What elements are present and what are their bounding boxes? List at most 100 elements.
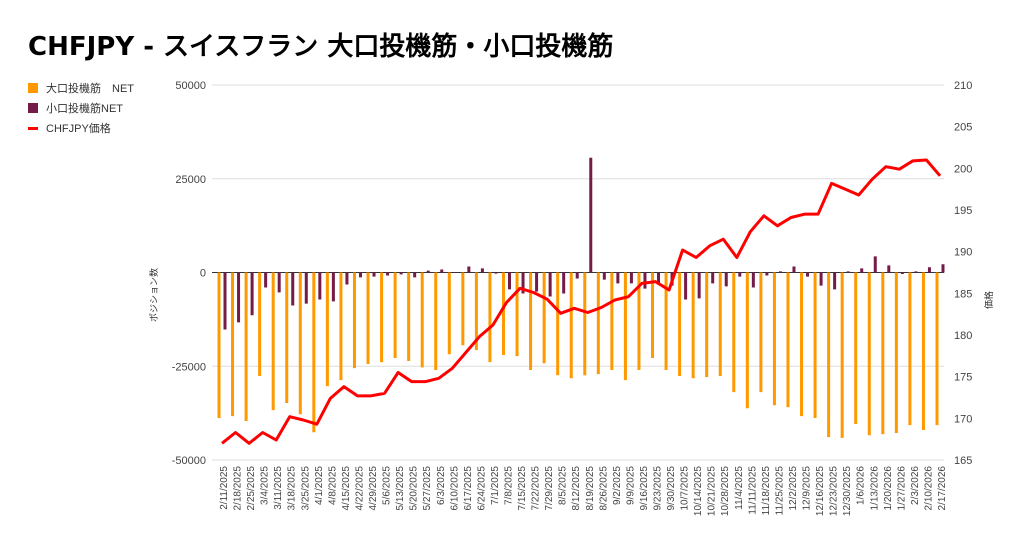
y-left-axis-label: ポジション数: [148, 268, 159, 322]
bar-large: [271, 272, 275, 411]
bar-small: [724, 272, 728, 287]
bar-small: [819, 272, 823, 286]
x-tick-label: 7/15/2025: [517, 466, 528, 511]
bar-large: [691, 272, 695, 379]
y-right-tick-label: 165: [954, 455, 972, 467]
bar-large: [583, 272, 587, 376]
bar-small: [765, 272, 769, 276]
y-left-tick-label: 0: [200, 268, 206, 280]
bar-large: [840, 272, 844, 438]
x-tick-label: 9/9/2025: [625, 466, 636, 505]
y-right-tick-label: 210: [954, 80, 972, 92]
bar-small: [711, 272, 715, 284]
x-tick-label: 3/4/2025: [260, 466, 271, 505]
bar-large: [258, 272, 262, 376]
bar-large: [718, 272, 722, 376]
x-tick-label: 5/13/2025: [395, 466, 406, 511]
bar-small: [589, 157, 593, 273]
bar-small: [372, 272, 376, 277]
x-tick-label: 1/20/2026: [883, 466, 894, 511]
bar-small: [264, 272, 268, 288]
bar-large: [569, 272, 573, 379]
legend: 大口投機筋 NET 小口投機筋NET CHFJPY価格: [28, 78, 134, 138]
bar-small: [548, 272, 552, 297]
x-tick-label: 9/16/2025: [639, 466, 650, 511]
bar-large: [447, 272, 451, 355]
bar-small: [399, 272, 403, 275]
bar-large: [474, 272, 478, 351]
x-tick-label: 1/27/2026: [896, 466, 907, 511]
x-tick-label: 9/23/2025: [653, 466, 664, 511]
x-tick-label: 10/7/2025: [680, 466, 691, 511]
legend-swatch-large: [28, 83, 38, 93]
bar-large: [312, 272, 316, 433]
y-right-axis-label: 価格: [983, 291, 994, 309]
bar-small: [697, 272, 701, 299]
x-tick-label: 12/9/2025: [802, 466, 813, 511]
legend-label-small: 小口投機筋NET: [46, 103, 123, 115]
x-tick-label: 9/30/2025: [666, 466, 677, 511]
bar-small: [887, 265, 891, 273]
y-right-tick-label: 190: [954, 247, 972, 259]
bar-small: [426, 270, 430, 273]
bar-small: [277, 272, 281, 293]
bar-large: [407, 272, 411, 361]
y-left-tick-label: 50000: [175, 80, 206, 92]
bar-small: [237, 272, 241, 323]
x-tick-label: 6/24/2025: [476, 466, 487, 511]
bar-small: [507, 272, 511, 290]
bar-large: [488, 272, 492, 363]
bar-large: [800, 272, 804, 417]
x-tick-label: 7/1/2025: [490, 466, 501, 505]
bar-small: [521, 272, 525, 294]
legend-item-small: 小口投機筋NET: [28, 98, 134, 118]
bar-large: [352, 272, 356, 369]
x-tick-label: 11/18/2025: [761, 466, 772, 516]
bar-large: [325, 272, 329, 387]
y-right-tick-label: 185: [954, 288, 972, 300]
x-tick-label: 1/6/2026: [856, 466, 867, 505]
bar-large: [542, 272, 546, 364]
chart-title: CHFJPY - スイスフラン 大口投機筋・小口投機筋: [28, 32, 614, 62]
bar-small: [535, 272, 539, 292]
bar-small: [453, 272, 457, 273]
bar-small: [806, 272, 810, 277]
bar-large: [366, 272, 370, 364]
bar-large: [908, 272, 912, 426]
bar-large: [244, 272, 248, 421]
bar-small: [684, 272, 688, 300]
bar-small: [873, 256, 877, 273]
bar-large: [705, 272, 709, 378]
bar-small: [318, 272, 322, 300]
x-tick-label: 10/14/2025: [693, 466, 704, 516]
bar-small: [833, 272, 837, 290]
legend-item-price: CHFJPY価格: [28, 118, 134, 138]
x-tick-label: 12/16/2025: [815, 466, 826, 516]
x-tick-label: 8/5/2025: [558, 466, 569, 505]
bar-small: [386, 272, 390, 276]
x-tick-label: 8/12/2025: [571, 466, 582, 511]
y-right-tick-label: 195: [954, 205, 972, 217]
legend-swatch-price: [28, 126, 38, 130]
bar-small: [616, 272, 620, 284]
bar-large: [786, 272, 790, 408]
bar-large: [894, 272, 898, 433]
bar-small: [941, 264, 945, 273]
bar-small: [914, 271, 918, 273]
y-right-tick-label: 205: [954, 122, 972, 134]
bar-large: [420, 272, 424, 368]
x-tick-label: 2/3/2026: [910, 466, 921, 505]
x-tick-label: 4/22/2025: [354, 466, 365, 511]
x-tick-label: 8/26/2025: [598, 466, 609, 511]
x-tick-label: 4/8/2025: [327, 466, 338, 505]
bar-large: [867, 272, 871, 436]
bar-small: [575, 272, 579, 279]
x-tick-label: 11/25/2025: [774, 466, 785, 516]
x-tick-label: 5/6/2025: [382, 466, 393, 505]
bar-large: [854, 272, 858, 424]
bar-large: [461, 272, 465, 346]
legend-swatch-small: [28, 103, 38, 113]
bar-small: [751, 272, 755, 288]
bar-small: [304, 272, 308, 304]
x-tick-label: 10/28/2025: [720, 466, 731, 516]
